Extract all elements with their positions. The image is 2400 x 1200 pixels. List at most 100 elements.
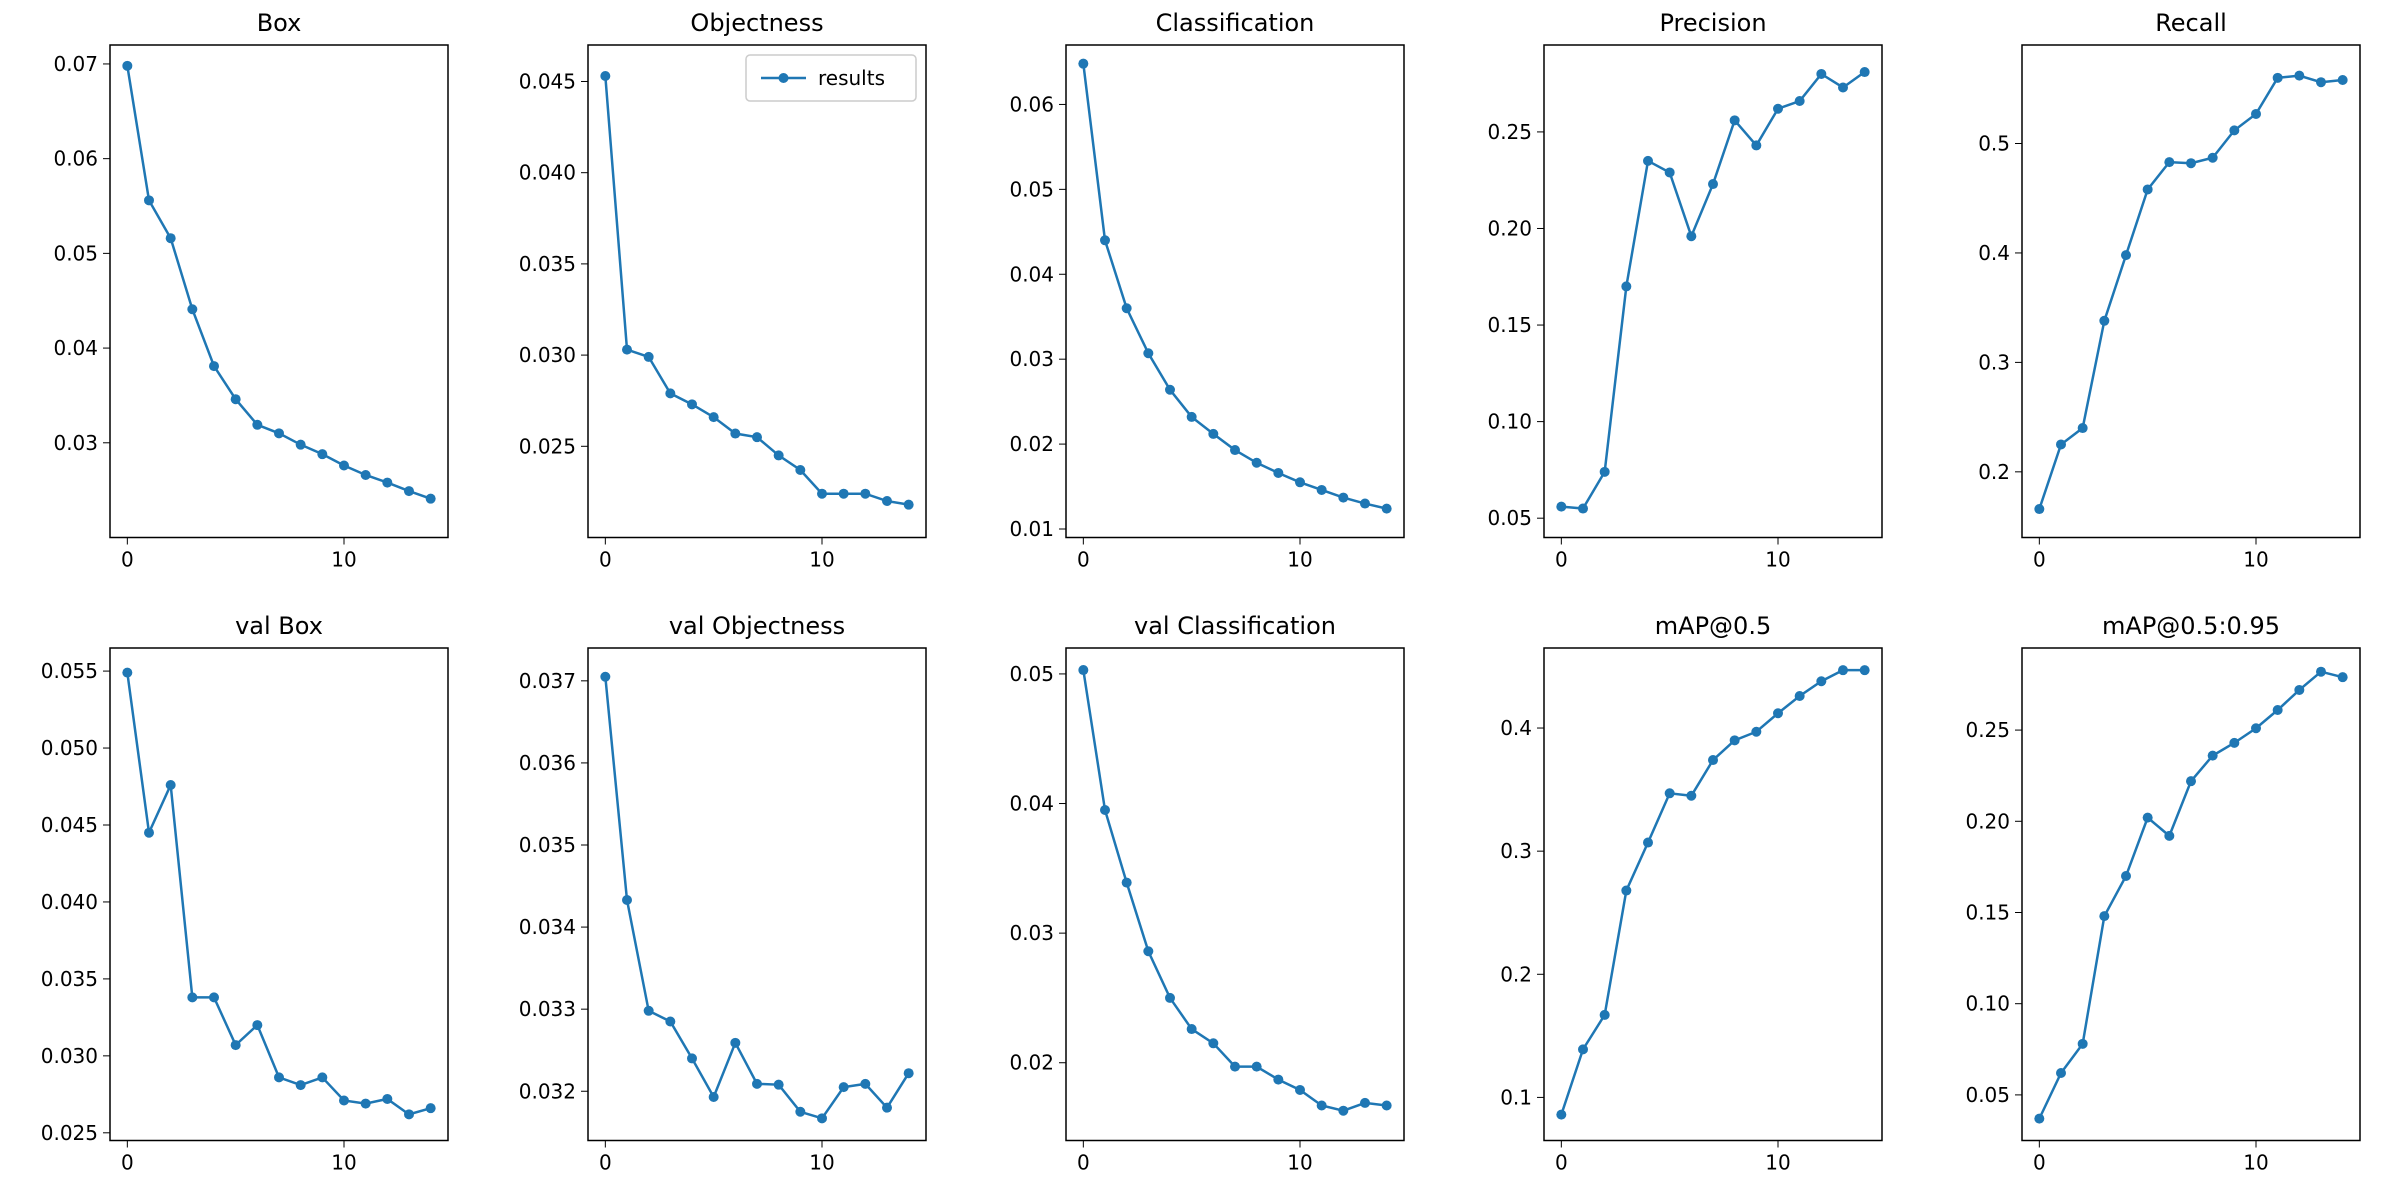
data-marker [2273,705,2283,715]
ytick-label: 0.1 [1500,1085,1532,1109]
data-marker [1295,1084,1305,1094]
xtick-label: 0 [1555,548,1568,572]
subplot-svg: 0100.0320.0330.0340.0350.0360.037 [488,638,936,1191]
ytick-label: 0.2 [1978,460,2010,484]
data-marker [687,1053,697,1063]
data-marker [1187,412,1197,422]
data-marker [644,1005,654,1015]
data-marker [2186,776,2196,786]
data-marker [2164,157,2174,167]
ytick-label: 0.05 [1487,506,1532,530]
axes-box [588,45,926,538]
data-marker [839,489,849,499]
data-marker [426,494,436,504]
xtick-label: 0 [1555,1150,1568,1174]
data-marker [2338,75,2348,85]
data-marker [1773,708,1783,718]
data-line [1083,64,1386,509]
data-marker [2251,723,2261,733]
ytick-label: 0.2 [1500,962,1532,986]
ytick-label: 0.5 [1978,132,2010,156]
data-marker [2099,316,2109,326]
data-marker [860,489,870,499]
data-marker [2056,439,2066,449]
data-marker [860,1078,870,1088]
data-marker [187,992,197,1002]
data-marker [274,428,284,438]
xtick-label: 0 [599,1150,612,1174]
data-marker [622,345,632,355]
ytick-label: 0.05 [1009,177,1054,201]
ytick-label: 0.05 [1965,1082,2010,1106]
ytick-label: 0.15 [1487,313,1532,337]
subplot-title: Box [110,9,448,37]
data-marker [2316,666,2326,676]
ytick-label: 0.030 [519,343,576,367]
ytick-label: 0.05 [1009,661,1054,685]
data-marker [2294,71,2304,81]
data-marker [1600,1009,1610,1019]
ytick-label: 0.040 [41,889,98,913]
data-marker [1208,1038,1218,1048]
ytick-label: 0.035 [41,966,98,990]
data-marker [122,61,132,71]
data-marker [882,1102,892,1112]
ytick-label: 0.032 [519,1079,576,1103]
ytick-label: 0.03 [53,431,98,455]
data-marker [2099,911,2109,921]
data-marker [904,500,914,510]
data-marker [622,894,632,904]
data-marker [2316,77,2326,87]
data-marker [752,1078,762,1088]
xtick-label: 0 [121,1150,134,1174]
data-marker [361,470,371,480]
ytick-label: 0.20 [1965,809,2010,833]
data-marker [1730,735,1740,745]
data-marker [1795,691,1805,701]
data-marker [339,461,349,471]
ytick-label: 0.4 [1978,241,2010,265]
ytick-label: 0.3 [1500,839,1532,863]
data-marker [1165,992,1175,1002]
data-marker [209,361,219,371]
data-marker [361,1098,371,1108]
data-marker [2208,153,2218,163]
ytick-label: 0.04 [1009,262,1054,286]
data-marker [274,1072,284,1082]
data-marker [882,496,892,506]
ytick-label: 0.045 [519,69,576,93]
subplot-0: Box0100.030.040.050.060.07 [110,45,448,538]
subplot-6: val Objectness0100.0320.0330.0340.0350.0… [588,648,926,1141]
data-marker [600,71,610,81]
ytick-label: 0.035 [519,252,576,276]
subplot-svg: 0100.10.20.30.4 [1444,638,1892,1191]
data-marker [2229,125,2239,135]
data-marker [839,1082,849,1092]
legend-label: results [818,66,885,90]
subplot-1: Objectness0100.0250.0300.0350.0400.045re… [588,45,926,538]
data-marker [730,1037,740,1047]
data-marker [1773,104,1783,114]
subplot-svg: 0100.20.30.40.5 [1922,35,2370,588]
data-marker [209,992,219,1002]
subplot-svg: 0100.0250.0300.0350.0400.045results [488,35,936,588]
data-marker [1100,805,1110,815]
ytick-label: 0.20 [1487,216,1532,240]
xtick-label: 0 [599,548,612,572]
axes-box [1544,648,1882,1141]
data-marker [1187,1024,1197,1034]
axes-box [2022,648,2360,1141]
xtick-label: 0 [121,548,134,572]
data-marker [1708,755,1718,765]
data-marker [2229,737,2239,747]
data-marker [144,827,154,837]
subplot-4: Recall0100.20.30.40.5 [2022,45,2360,538]
data-marker [2143,184,2153,194]
data-marker [1230,445,1240,455]
data-marker [1078,665,1088,675]
data-marker [1143,946,1153,956]
data-marker [904,1068,914,1078]
data-marker [144,195,154,205]
data-marker [1860,665,1870,675]
data-marker [166,779,176,789]
